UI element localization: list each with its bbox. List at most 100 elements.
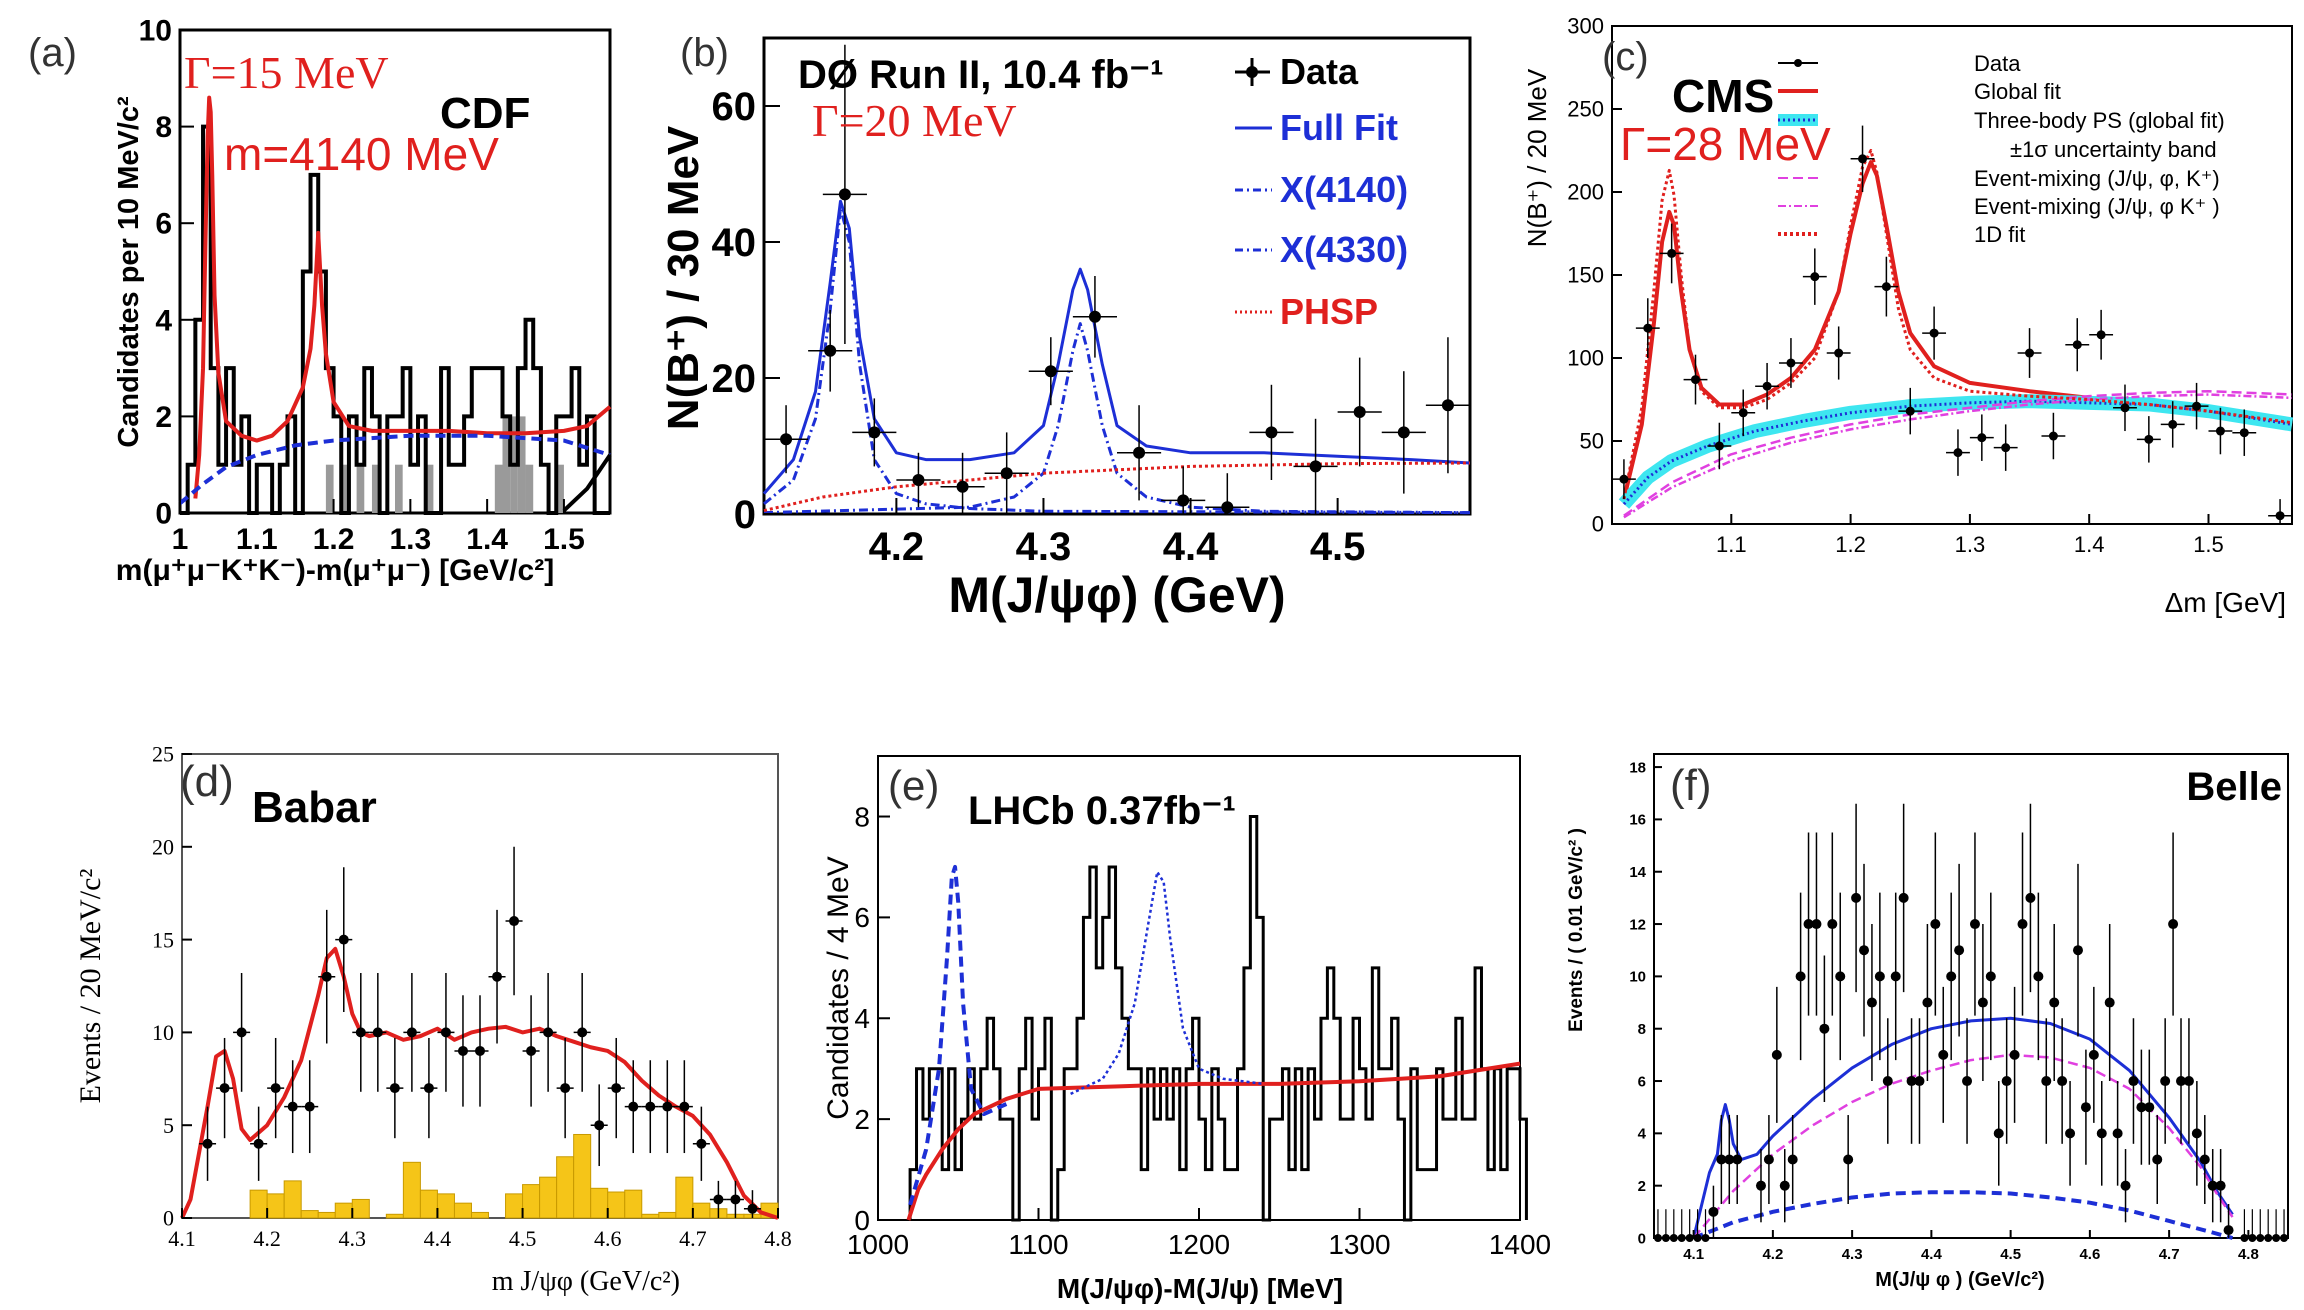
y-tick-label: 8 [854,801,870,832]
data-point [2275,511,2285,521]
data-point [2183,1076,2194,1087]
legend-1dfit: 1D fit [1974,222,2025,247]
data-point [1858,154,1868,164]
background-bin [624,1189,643,1219]
data-point [1000,467,1013,480]
x-tick-label: 4.6 [594,1226,622,1251]
x-tick-label: 4.8 [764,1226,792,1251]
data-point [2072,340,2082,350]
series-line [1622,149,2293,500]
y-ticks: 0 2 4 6 8 [854,801,890,1236]
y-tick-label: 40 [712,221,757,265]
x-axis-label: M(J/ψφ)-M(J/ψ) [MeV] [1057,1273,1343,1304]
background-bin [249,1189,268,1219]
data-point [1044,365,1057,378]
y-tick-label: 250 [1567,97,1604,122]
y-axis-label: Candidates per 10 MeV/c² [113,96,145,448]
y-tick-label: 6 [854,902,870,933]
data-point [1859,945,1870,956]
grey-bin [341,464,349,513]
y-tick-label: 4 [155,304,172,337]
data-point [2057,1076,2068,1087]
y-tick-label: 100 [1567,346,1604,371]
data-point [628,1101,639,1112]
data-point [1866,997,1877,1008]
data-point [1397,426,1410,439]
x-tick-label: 1 [172,523,189,556]
data-point [1669,1234,1678,1242]
x-tick-label: 1300 [1328,1229,1390,1260]
y-ticks: 0 50 100 150 200 250 300 [1567,14,1622,537]
y-tick-label: 4 [854,1003,870,1034]
data-point [1929,328,1939,338]
data-point [956,480,969,493]
data-point [440,1027,451,1038]
series-line [1692,1190,2234,1240]
data-point [2025,348,2035,358]
experiment-label: DØ Run II, 10.4 fb⁻¹ [798,53,1164,97]
legend-mixing2: Event-mixing (J/ψ, φ K⁺ ) [1974,194,2220,219]
data-point [1762,381,1772,391]
x-tick-label: 4.3 [339,1226,367,1251]
series-line [1623,393,2293,519]
plot-frame [178,28,612,515]
data-point [475,1045,485,1056]
data-point [338,934,349,945]
legend-x4140: X(4140) [1280,169,1408,210]
y-axis-label: Events / ( 0.01 GeV/c² ) [1566,828,1587,1032]
data-point [645,1101,656,1112]
data-point [1738,408,1748,418]
x-ticks: 1.1 1.2 1.3 1.4 1.5 [1716,514,2224,557]
grey-bin [371,464,380,513]
background-bin [522,1184,541,1219]
data-point [1088,310,1101,323]
data-point [838,188,851,201]
background-bin [539,1176,558,1219]
data-point [1819,1023,1830,1034]
y-tick-label: 2 [854,1104,870,1135]
panel-label: (b) [680,31,729,75]
grey-bin [525,464,534,513]
data-point [1708,1206,1719,1217]
data-point [1954,945,1965,956]
legend-uncertainty: ±1σ uncertainty band [2010,137,2217,162]
y-tick-label: 60 [712,85,757,129]
data-point [594,1120,605,1131]
fit-curves [906,864,1521,1221]
data-point [2136,1102,2147,1113]
x-tick-label: 4.5 [2000,1246,2021,1263]
y-tick-label: 12 [1629,916,1646,933]
background-bin [283,1180,302,1219]
background-bin [573,1133,592,1219]
data-point [577,1027,588,1038]
series-line [178,433,611,505]
x-tick-label: 1.3 [1955,532,1986,557]
data-point [2049,997,2060,1008]
data-point [2001,1076,2012,1087]
data-point [1441,399,1454,412]
series-line [1070,870,1264,1096]
data-point [219,1083,230,1094]
mass-annotation: m=4140 MeV [224,128,499,180]
x-tick-label: 1.5 [543,523,585,556]
x-axis-label: M(J/ψφ) (GeV) [948,567,1285,623]
data-point [2120,1180,2131,1191]
plot-frame [1653,753,2289,1239]
data-point [2168,419,2178,429]
background-bin [470,1211,490,1219]
data-point [1716,1154,1727,1165]
legend-data: Data [1280,51,1359,92]
x-tick-label: 4.4 [424,1226,452,1251]
background-bins [249,1133,779,1219]
y-tick-label: 2 [1638,1178,1646,1195]
y-ticks: 0 20 40 60 [712,85,780,537]
data-points [1612,125,2292,524]
background-bin [419,1189,438,1219]
data-point [2048,431,2058,441]
x-tick-label: 1.2 [1835,532,1866,557]
data-point [1906,1076,1917,1087]
y-tick-label: 15 [152,927,174,952]
chart-cdf: 1 1.1 1.2 1.3 1.4 1.5 0 2 4 6 8 10 (a) Γ=15 MeV CD… [28,15,612,587]
data-point [1353,406,1366,418]
grey-bin [395,464,403,513]
